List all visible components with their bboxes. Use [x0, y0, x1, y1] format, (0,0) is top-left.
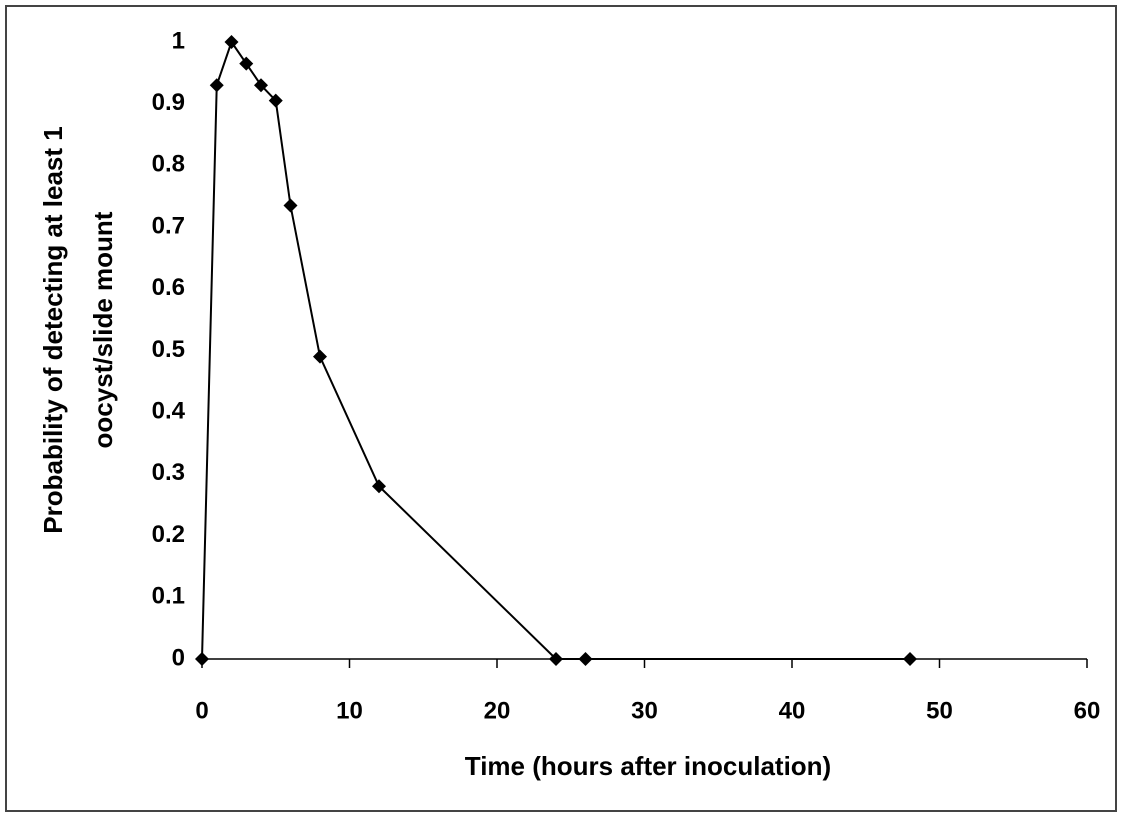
x-axis-label: Time (hours after inoculation)	[465, 751, 831, 781]
x-tick-label: 60	[1074, 697, 1101, 724]
y-tick-label: 0.7	[152, 212, 185, 239]
data-line	[201, 39, 910, 660]
data-point	[549, 652, 563, 666]
data-point	[578, 652, 593, 666]
data-point	[195, 652, 209, 666]
y-axis-label: Probability of detecting at least 1	[38, 126, 68, 533]
y-tick-label: 1	[172, 27, 185, 54]
data-point	[283, 198, 298, 213]
y-tick-label: 0.3	[152, 459, 185, 486]
data-point	[903, 652, 917, 666]
data-point	[239, 56, 254, 71]
data-point	[224, 35, 239, 49]
frame	[5, 5, 1117, 812]
x-tick-label: 20	[484, 697, 511, 724]
x-tick-label: 0	[195, 697, 208, 724]
data-point	[254, 78, 268, 93]
x-tick-label: 30	[631, 697, 658, 724]
data-point	[372, 479, 386, 494]
data-point	[313, 349, 327, 364]
x-tick-label: 50	[926, 697, 953, 724]
y-tick-label: 0.8	[152, 151, 185, 178]
y-tick-label: 0.4	[152, 398, 186, 425]
y-tick-label: 0.6	[152, 274, 185, 301]
y-tick-label: 0.1	[152, 583, 185, 610]
y-tick-label: 0.5	[152, 336, 185, 363]
y-tick-label: 0.9	[152, 89, 185, 116]
data-point	[209, 78, 224, 93]
x-tick-label: 40	[779, 697, 806, 724]
y-tick-label: 0	[172, 644, 185, 671]
y-tick-label: 0.2	[152, 521, 185, 548]
data-point	[268, 93, 283, 108]
y-axis-label: oocyst/slide mount	[88, 211, 118, 448]
x-tick-label: 10	[336, 697, 363, 724]
